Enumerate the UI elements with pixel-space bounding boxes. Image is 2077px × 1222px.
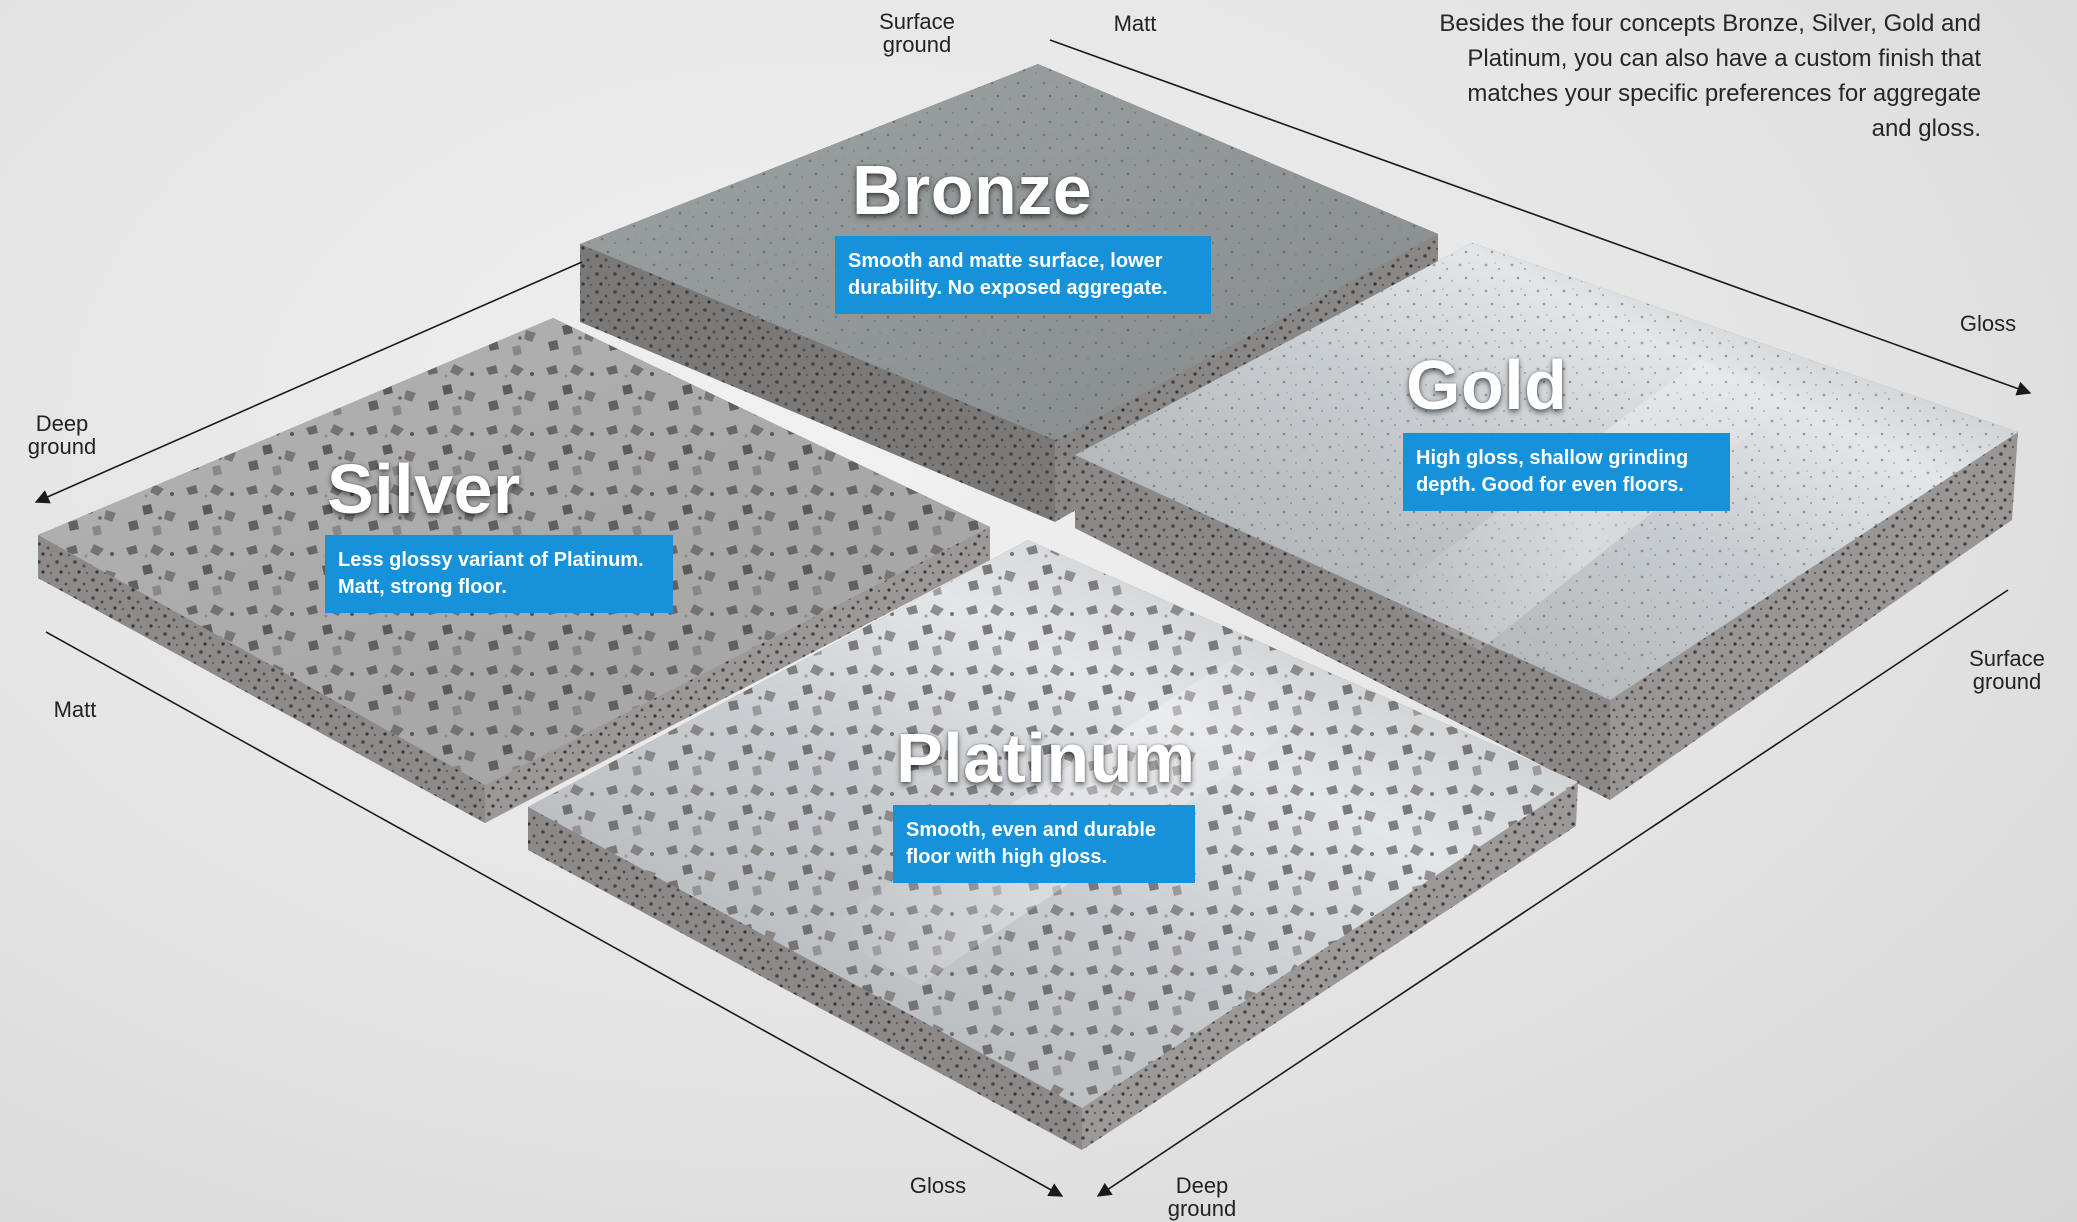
bronze-description: Smooth and matte surface, lower durabili… [835,236,1211,314]
axis-label-surface-ground-top: Surface ground [879,9,955,57]
bronze-title: Bronze [852,151,1093,229]
bottom-right-arrow [1096,589,2009,1197]
intro-paragraph: Besides the four concepts Bronze, Silver… [1439,10,1981,142]
axis-label-surface-ground-right: Surface ground [1969,646,2045,694]
top-left-arrow [34,261,583,504]
axis-label-matt-left: Matt [53,697,97,722]
silver-title: Silver [327,450,521,528]
bottom-left-arrow [45,631,1064,1197]
axis-label-deep-ground-bottom: Deep ground [1167,1173,1237,1221]
axis-label-gloss-bottom: Gloss [909,1173,967,1198]
platinum-description: Smooth, even and durable floor with high… [893,805,1195,883]
silver-description: Less glossy variant of Platinum. Matt, s… [325,535,673,613]
axis-label-deep-ground-left: Deep ground [27,411,97,459]
gold-description: High gloss, shallow grinding depth. Good… [1403,433,1730,511]
platinum-title: Platinum [896,719,1196,797]
gold-title: Gold [1406,346,1568,424]
axis-label-matt-top: Matt [1113,11,1157,36]
axis-label-gloss-right: Gloss [1959,311,2017,336]
top-right-arrow [1049,39,2032,396]
